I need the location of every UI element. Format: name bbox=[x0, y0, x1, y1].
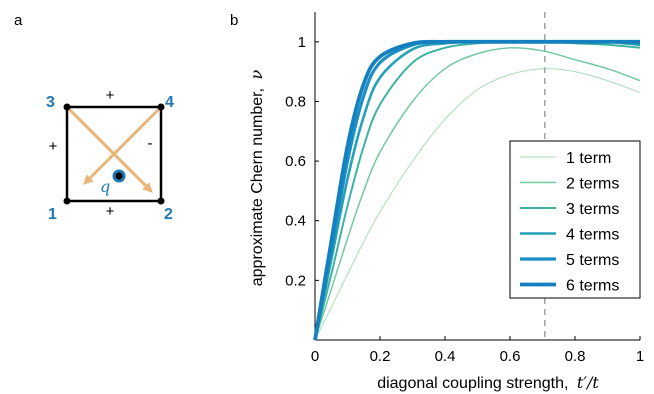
node-label-3: 3 bbox=[46, 94, 55, 111]
panel-b: b 0 0.2 0.4 0.6 0.8 1 0.2 0.4 0.6 0.8 1 diagonal … bbox=[230, 12, 644, 392]
y-ticks: 0.2 0.4 0.6 0.8 1 bbox=[285, 34, 319, 289]
x-tick-label: 1 bbox=[636, 348, 644, 365]
plaquette-square bbox=[65, 105, 163, 203]
y-tick-label: 0.2 bbox=[285, 272, 306, 289]
x-tick-label: 0 bbox=[311, 348, 319, 365]
legend: 1 term 2 terms 3 terms 4 terms 5 terms 6 term… bbox=[509, 140, 641, 299]
node-label-2: 2 bbox=[164, 206, 173, 223]
y-tick-label: 0.6 bbox=[285, 153, 306, 170]
x-axis-label: diagonal coupling strength, t′/t bbox=[377, 373, 599, 392]
x-tick-label: 0.8 bbox=[565, 348, 586, 365]
legend-label-4: 4 terms bbox=[566, 227, 619, 244]
legend-label-6: 6 terms bbox=[566, 278, 619, 295]
x-ticks: 0 0.2 0.4 0.6 0.8 1 bbox=[311, 336, 644, 365]
legend-label-1: 1 term bbox=[566, 150, 611, 167]
node-label-4: 4 bbox=[165, 94, 174, 111]
sign-bottom: + bbox=[106, 203, 115, 220]
panel-a: a q 3 4 1 2 + + + - bbox=[14, 12, 174, 223]
panel-b-label: b bbox=[230, 12, 238, 29]
series-lines bbox=[313, 39, 641, 341]
legend-label-5: 5 terms bbox=[566, 252, 619, 269]
sign-left: + bbox=[49, 138, 58, 155]
y-axis-label: approximate Chern number, ν bbox=[247, 69, 266, 286]
charge-label: q bbox=[100, 177, 110, 196]
corner-dot-3 bbox=[63, 103, 71, 111]
legend-box bbox=[509, 140, 641, 299]
diagonal-arrow-4-to-1 bbox=[83, 105, 163, 185]
diagonal-arrow-3-to-2 bbox=[65, 105, 153, 193]
series-line-6 bbox=[313, 39, 640, 341]
node-label-1: 1 bbox=[48, 206, 57, 223]
charge-core bbox=[115, 172, 123, 180]
legend-label-3: 3 terms bbox=[566, 201, 619, 218]
corner-dot-2 bbox=[157, 197, 165, 205]
panel-a-label: a bbox=[14, 12, 23, 29]
sign-top: + bbox=[106, 87, 115, 104]
corner-dot-4 bbox=[157, 103, 165, 111]
x-tick-label: 0.4 bbox=[435, 348, 456, 365]
x-tick-label: 0.2 bbox=[370, 348, 391, 365]
y-tick-label: 0.4 bbox=[285, 213, 306, 230]
sign-right: - bbox=[148, 135, 153, 152]
y-tick-label: 1 bbox=[298, 34, 306, 51]
legend-label-2: 2 terms bbox=[566, 176, 619, 193]
y-tick-label: 0.8 bbox=[285, 93, 306, 110]
series-line-1 bbox=[314, 68, 641, 341]
corner-dot-1 bbox=[63, 197, 71, 205]
series-line-2 bbox=[314, 46, 641, 341]
x-tick-label: 0.6 bbox=[500, 348, 521, 365]
